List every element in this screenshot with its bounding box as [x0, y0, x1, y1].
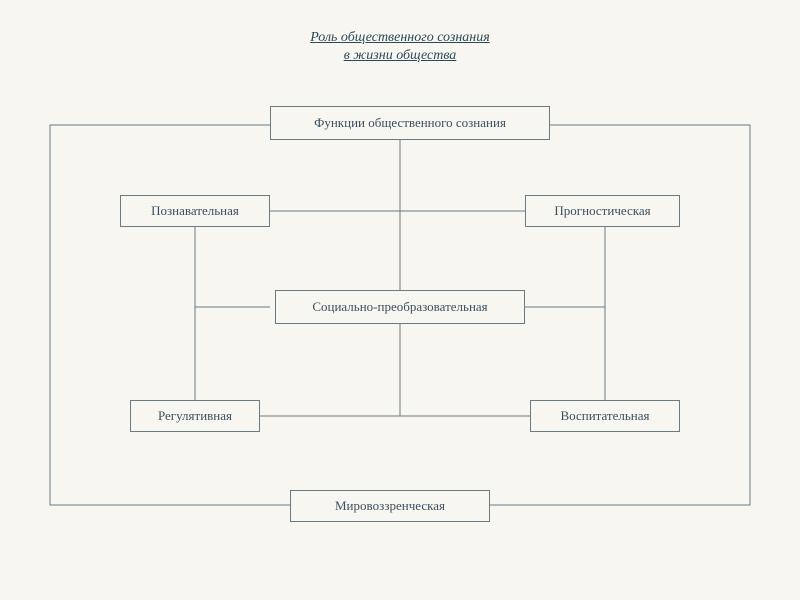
box-left1: Познавательная: [120, 195, 270, 227]
box-bottom: Мировоззренческая: [290, 490, 490, 522]
box-left2: Регулятивная: [130, 400, 260, 432]
box-top: Функции общественного сознания: [270, 106, 550, 140]
box-center: Социально-преобразовательная: [275, 290, 525, 324]
box-right2: Воспитательная: [530, 400, 680, 432]
box-right1: Прогностическая: [525, 195, 680, 227]
diagram-title-line2: в жизни общества: [0, 48, 800, 64]
diagram-title-line1: Роль общественного сознания: [0, 30, 800, 46]
